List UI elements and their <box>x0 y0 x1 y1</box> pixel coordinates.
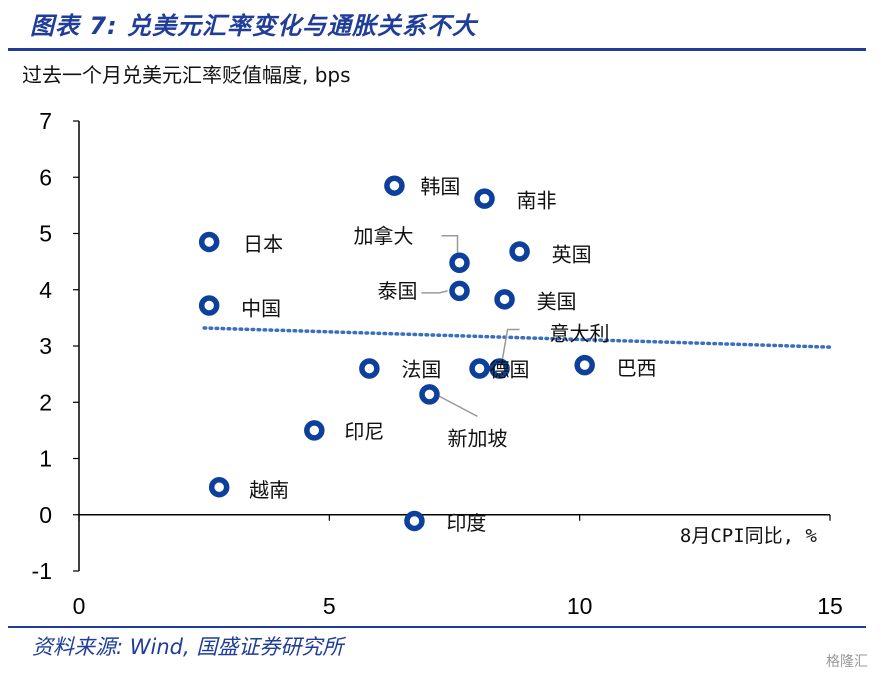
x-tick-label: 10 <box>567 593 593 619</box>
point-label-4: 加拿大 <box>354 224 414 248</box>
point-label-12: 新加坡 <box>447 426 507 450</box>
leader-line-12 <box>439 395 478 418</box>
point-label-11: 意大利 <box>550 322 610 346</box>
data-point-5 <box>449 280 470 302</box>
chart-title: 图表 7: 兑美元汇率变化与通胀关系不大 <box>30 12 478 40</box>
data-point-9 <box>359 358 380 379</box>
x-axis-title: 8月CPI同比, % <box>680 525 818 547</box>
point-label-9: 法国 <box>401 358 441 382</box>
point-label-5: 泰国 <box>378 279 418 303</box>
point-label-6: 美国 <box>537 289 577 313</box>
leader-lines <box>421 235 520 418</box>
y-axis-title: 过去一个月兑美元汇率贬值幅度, bps <box>22 63 351 87</box>
x-tick-label: 15 <box>817 593 843 619</box>
y-tick-label: 3 <box>39 333 52 359</box>
y-tick-label: 6 <box>39 164 52 190</box>
y-tick-label: 4 <box>39 277 52 303</box>
source-note: 资料来源: Wind, 国盛证券研究所 <box>32 635 344 659</box>
y-tick-label: 1 <box>39 446 52 472</box>
data-points <box>198 175 595 532</box>
point-label-7: 中国 <box>241 297 281 321</box>
point-label-14: 越南 <box>249 478 289 502</box>
leader-line-5 <box>421 290 448 294</box>
y-tick-label: 5 <box>39 221 52 247</box>
title-rule <box>8 48 866 51</box>
data-point-0 <box>384 175 405 196</box>
data-point-10 <box>469 358 490 379</box>
data-point-3 <box>509 241 530 262</box>
point-label-1: 南非 <box>517 189 557 213</box>
footer-rule <box>8 626 866 628</box>
data-point-12 <box>419 384 440 405</box>
x-tick-label: 0 <box>73 593 86 619</box>
watermark: 格隆汇 <box>826 654 868 670</box>
data-point-4 <box>449 252 470 273</box>
data-point-15 <box>404 510 425 532</box>
data-point-8 <box>574 354 595 376</box>
point-label-13: 印尼 <box>344 419 384 443</box>
leader-line-4 <box>441 235 459 253</box>
data-point-14 <box>208 476 230 498</box>
x-tick-label: 5 <box>323 593 336 619</box>
data-point-2 <box>198 231 220 253</box>
y-tick-label: 0 <box>39 502 52 528</box>
y-tick-label: 2 <box>39 389 52 415</box>
point-label-8: 巴西 <box>617 356 657 380</box>
data-point-1 <box>474 188 495 209</box>
data-point-11 <box>489 358 510 379</box>
trendline-path <box>202 326 832 349</box>
data-point-6 <box>494 289 515 310</box>
trendline <box>202 326 832 349</box>
point-label-0: 韩国 <box>420 175 460 199</box>
point-label-2: 日本 <box>243 232 283 256</box>
leader-line-11 <box>501 328 520 359</box>
point-label-10: 德国 <box>490 358 530 382</box>
y-tick-label: -1 <box>32 558 52 584</box>
data-point-7 <box>198 295 220 316</box>
point-label-3: 英国 <box>552 243 592 267</box>
y-tick-label: 7 <box>39 108 52 134</box>
data-point-13 <box>304 420 325 441</box>
point-label-15: 印度 <box>446 511 486 535</box>
